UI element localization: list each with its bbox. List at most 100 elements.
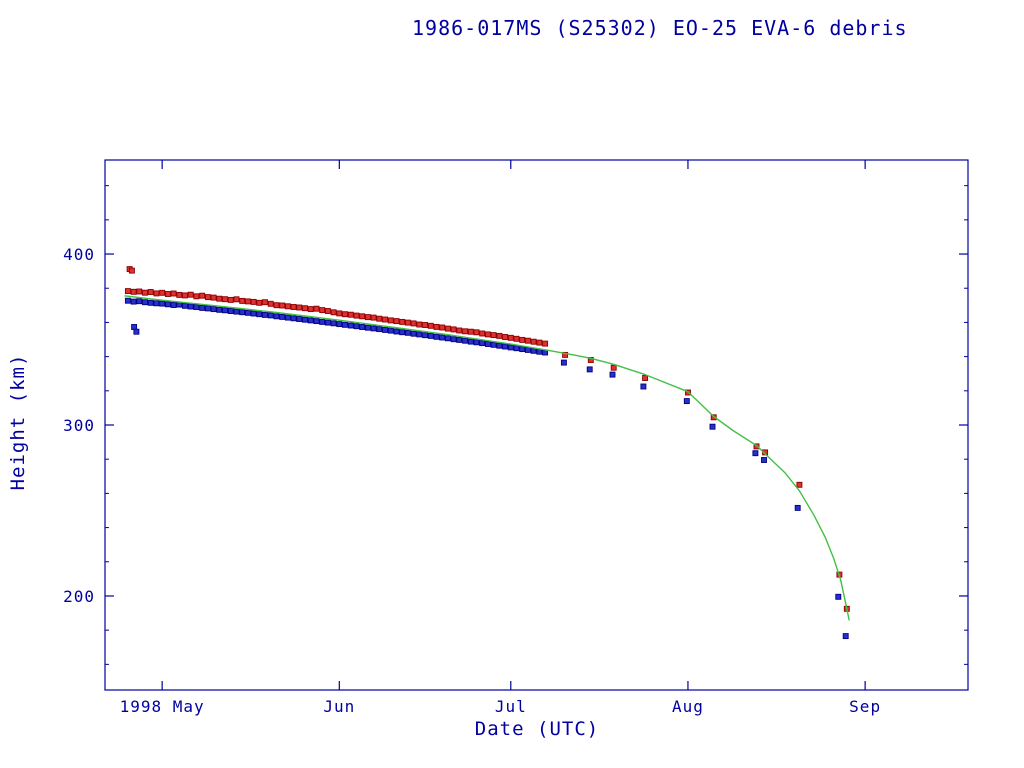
- apogee-height-point: [187, 291, 194, 298]
- y-tick-label: 400: [63, 245, 95, 264]
- perigee-height-point: [586, 366, 593, 373]
- apogee-height-point: [496, 332, 503, 339]
- perigee-height-point: [204, 305, 211, 312]
- perigee-height-point: [433, 333, 440, 340]
- apogee-height-point: [462, 328, 469, 335]
- perigee-height-point: [359, 324, 366, 330]
- perigee-height-point: [290, 315, 297, 322]
- x-axis-label: Date (UTC): [474, 718, 600, 740]
- perigee-height-point: [239, 309, 246, 316]
- apogee-height-point: [336, 310, 343, 317]
- apogee-height-point: [164, 291, 171, 297]
- perigee-height-point: [131, 324, 138, 330]
- perigee-height-point: [319, 318, 326, 325]
- perigee-height-point: [835, 593, 842, 600]
- perigee-height-point: [256, 311, 263, 318]
- apogee-height-point: [370, 314, 377, 321]
- apogee-height-point: [313, 305, 320, 312]
- perigee-height-point: [216, 306, 223, 313]
- perigee-height-point: [136, 298, 143, 305]
- apogee-height-point: [359, 313, 366, 320]
- apogee-height-point: [176, 291, 183, 298]
- apogee-height-point: [416, 321, 423, 328]
- x-tick-label: Sep: [849, 697, 881, 716]
- perigee-height-point: [387, 327, 394, 334]
- apogee-height-point: [222, 296, 228, 303]
- plot-frame: [104, 159, 969, 691]
- perigee-height-point: [536, 348, 543, 355]
- perigee-height-point: [513, 345, 520, 352]
- apogee-height-point: [404, 319, 411, 326]
- apogee-height-point: [319, 307, 326, 314]
- mean-height-fit-line: [124, 295, 850, 621]
- apogee-height-point: [762, 449, 769, 456]
- perigee-height-point: [382, 326, 388, 333]
- perigee-height-point: [296, 316, 303, 322]
- apogee-height-point: [204, 294, 211, 301]
- apogee-height-point: [484, 331, 491, 338]
- apogee-height-point: [199, 292, 206, 299]
- apogee-height-point: [427, 322, 434, 329]
- apogee-height-point: [193, 293, 200, 300]
- apogee-height-point: [473, 329, 480, 336]
- perigee-height-point: [560, 359, 567, 366]
- perigee-height-point: [222, 307, 228, 314]
- apogee-height-point: [530, 338, 537, 345]
- apogee-height-point: [262, 299, 268, 306]
- perigee-height-point: [507, 344, 514, 351]
- apogee-height-point: [439, 324, 446, 331]
- perigee-height-point: [794, 504, 801, 511]
- perigee-height-point: [456, 336, 463, 343]
- perigee-height-point: [133, 328, 140, 335]
- apogee-height-point: [536, 339, 543, 346]
- perigee-height-point: [273, 313, 280, 320]
- perigee-height-point: [147, 299, 154, 306]
- perigee-height-point: [262, 311, 268, 318]
- apogee-height-point: [502, 334, 509, 340]
- apogee-height-point: [542, 340, 549, 347]
- apogee-height-point: [376, 315, 383, 322]
- apogee-height-point: [796, 481, 803, 488]
- perigee-height-point: [284, 314, 291, 321]
- perigee-height-point: [336, 321, 343, 328]
- apogee-height-point: [153, 290, 160, 297]
- apogee-height-point: [519, 336, 526, 343]
- perigee-height-point: [484, 341, 491, 347]
- apogee-height-point: [562, 351, 569, 358]
- perigee-height-point: [364, 324, 371, 331]
- perigee-height-point: [164, 301, 171, 308]
- apogee-height-point: [256, 299, 263, 306]
- apogee-height-point: [279, 302, 286, 309]
- apogee-height-point: [507, 334, 514, 341]
- perigee-height-point: [683, 398, 690, 405]
- perigee-height-point: [187, 303, 194, 310]
- apogee-height-point: [387, 317, 394, 324]
- perigee-height-point: [199, 304, 206, 311]
- apogee-height-point: [382, 316, 388, 323]
- apogee-height-point: [479, 330, 486, 337]
- perigee-height-point: [210, 306, 217, 313]
- perigee-height-point: [524, 346, 531, 353]
- perigee-height-point: [450, 336, 457, 343]
- perigee-height-point: [376, 326, 383, 333]
- perigee-height-point: [370, 325, 377, 332]
- y-tick-label: 200: [63, 587, 95, 606]
- apogee-height-point: [124, 288, 131, 295]
- perigee-height-point: [244, 309, 251, 316]
- apogee-height-point: [324, 308, 331, 314]
- apogee-height-point: [182, 292, 188, 299]
- apogee-height-point: [239, 297, 246, 304]
- apogee-height-point: [159, 289, 166, 296]
- perigee-height-point: [496, 342, 503, 349]
- apogee-height-point: [147, 289, 154, 295]
- perigee-height-point: [404, 329, 411, 336]
- x-tick-label: Jul: [495, 697, 527, 716]
- perigee-height-point: [502, 343, 509, 350]
- apogee-height-point: [399, 318, 406, 325]
- perigee-height-point: [313, 318, 320, 325]
- perigee-height-point: [761, 457, 767, 463]
- apogee-height-point: [393, 318, 400, 325]
- perigee-height-point: [427, 332, 434, 339]
- perigee-height-point: [444, 335, 451, 342]
